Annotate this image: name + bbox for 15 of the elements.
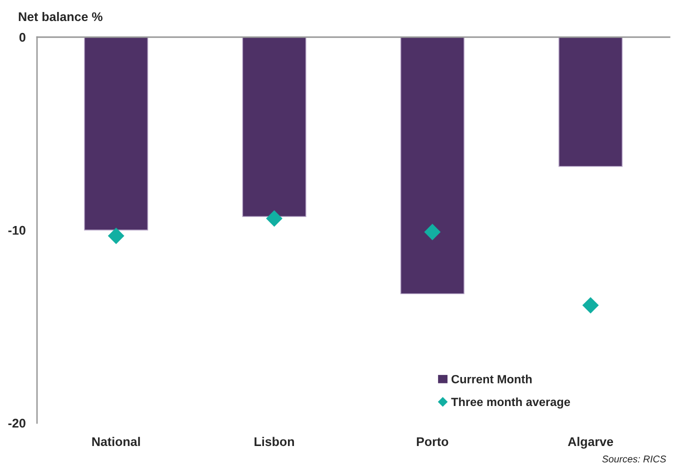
legend-label: Three month average xyxy=(451,397,570,409)
y-tick-label: -20 xyxy=(8,418,26,428)
point xyxy=(582,297,599,314)
x-tick-label: Lisbon xyxy=(254,436,294,446)
source-note: Sources: RICS xyxy=(602,456,666,462)
y-tick-label: 0 xyxy=(19,32,26,42)
legend-label: Current Month xyxy=(452,374,532,384)
x-tick-label: National xyxy=(92,436,140,446)
x-tick-label: Algarve xyxy=(568,436,614,449)
point xyxy=(424,224,441,240)
x-tick-label: Porto xyxy=(416,437,448,446)
y-axis-title: Net balance % xyxy=(18,12,102,22)
point xyxy=(266,210,282,227)
y-tick-label: -10 xyxy=(8,226,26,235)
point xyxy=(108,228,124,244)
